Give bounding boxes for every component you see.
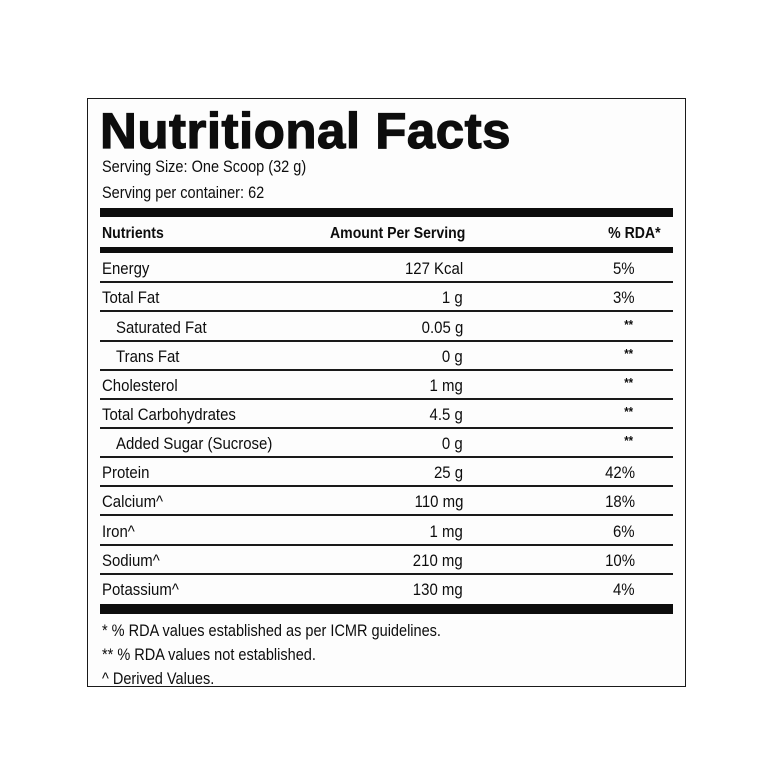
nutrient-amount: 0 g xyxy=(442,347,463,366)
nutrient-rda: ** xyxy=(624,433,633,448)
nutrient-amount: 127 Kcal xyxy=(404,259,463,278)
nutrient-amount: 1 mg xyxy=(429,376,463,395)
nutrient-name: Potassium^ xyxy=(102,580,179,599)
nutrient-rda: 6% xyxy=(613,522,635,541)
nutrient-name: Total Fat xyxy=(102,288,160,307)
header-rda: % RDA* xyxy=(608,225,661,242)
nutrient-name: Total Carbohydrates xyxy=(102,405,236,424)
nutrient-name: Trans Fat xyxy=(116,347,180,366)
row-divider xyxy=(100,485,673,487)
table-row: Total Fat 1 g 3% xyxy=(100,283,673,312)
nutrient-amount: 4.5 g xyxy=(429,405,463,424)
nutrition-facts-label: Nutritional Facts Serving Size: One Scoo… xyxy=(87,98,686,688)
nutrient-amount: 1 mg xyxy=(429,522,463,541)
nutrient-name: Iron^ xyxy=(102,522,135,541)
nutrient-name: Energy xyxy=(102,259,150,278)
row-divider xyxy=(100,573,673,575)
nutrient-rda: 3% xyxy=(613,288,635,307)
serving-size: Serving Size: One Scoop (32 g) xyxy=(102,158,307,176)
nutrient-name: Calcium^ xyxy=(102,492,164,511)
nutrient-amount: 130 mg xyxy=(413,580,463,599)
row-divider xyxy=(100,369,673,371)
footnote-rda-established: * % RDA values established as per ICMR g… xyxy=(102,622,441,640)
nutrient-rda: 5% xyxy=(613,259,635,278)
table-row: Total Carbohydrates 4.5 g ** xyxy=(100,400,673,429)
nutrient-rda: 18% xyxy=(605,492,635,511)
row-divider xyxy=(100,427,673,429)
row-divider xyxy=(100,514,673,516)
nutrient-amount: 210 mg xyxy=(413,551,463,570)
table-row: Trans Fat 0 g ** xyxy=(100,342,673,371)
row-divider xyxy=(100,456,673,458)
header-amount: Amount Per Serving xyxy=(330,225,466,242)
nutrient-amount: 110 mg xyxy=(414,492,463,511)
table-row: Protein 25 g 42% xyxy=(100,458,673,487)
nutrient-name: Cholesterol xyxy=(102,376,178,395)
nutrient-rda: 4% xyxy=(613,580,635,599)
nutrient-amount: 25 g xyxy=(433,463,463,482)
table-row: Saturated Fat 0.05 g ** xyxy=(100,313,673,342)
thick-divider-top xyxy=(100,208,673,217)
nutrient-name: Protein xyxy=(102,463,150,482)
row-divider xyxy=(100,340,673,342)
row-divider xyxy=(100,544,673,546)
table-row: Iron^ 1 mg 6% xyxy=(100,517,673,546)
table-row: Energy 127 Kcal 5% xyxy=(100,254,673,283)
footnote-derived-values: ^ Derived Values. xyxy=(102,670,215,688)
nutrient-rda: ** xyxy=(624,346,633,361)
nutrient-name: Saturated Fat xyxy=(116,318,207,337)
nutrient-rda: ** xyxy=(624,404,633,419)
row-divider xyxy=(100,310,673,312)
header-nutrients: Nutrients xyxy=(102,225,164,242)
nutrient-amount: 0.05 g xyxy=(421,318,463,337)
row-divider xyxy=(100,398,673,400)
nutrient-amount: 1 g xyxy=(442,288,463,307)
table-row: Added Sugar (Sucrose) 0 g ** xyxy=(100,429,673,458)
footnote-rda-not-established: ** % RDA values not established. xyxy=(102,646,316,664)
thick-divider-header xyxy=(100,247,673,253)
nutrient-rda: 10% xyxy=(605,551,635,570)
label-title: Nutritional Facts xyxy=(99,102,512,159)
nutrient-rda: ** xyxy=(624,317,633,332)
nutrient-amount: 0 g xyxy=(442,434,463,453)
table-row: Cholesterol 1 mg ** xyxy=(100,371,673,400)
row-divider xyxy=(100,281,673,283)
nutrient-rda: ** xyxy=(624,375,633,390)
table-row: Sodium^ 210 mg 10% xyxy=(100,546,673,575)
table-row: Potassium^ 130 mg 4% xyxy=(100,575,673,604)
table-row: Calcium^ 110 mg 18% xyxy=(100,487,673,516)
thick-divider-bottom xyxy=(100,604,673,614)
servings-per-container: Serving per container: 62 xyxy=(102,184,265,202)
nutrient-name: Added Sugar (Sucrose) xyxy=(116,434,273,453)
nutrient-rda: 42% xyxy=(605,463,635,482)
nutrient-name: Sodium^ xyxy=(102,551,160,570)
